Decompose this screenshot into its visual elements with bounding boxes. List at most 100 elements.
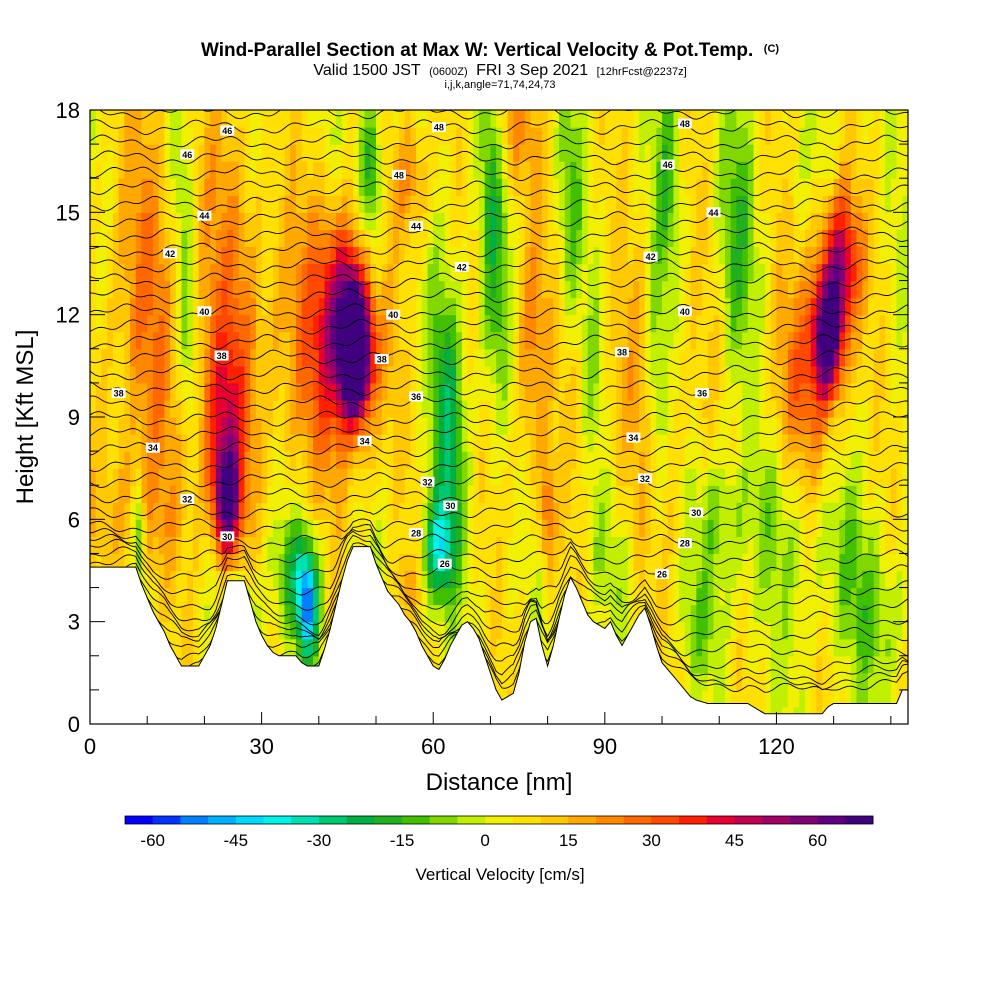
field-cell [438, 468, 446, 486]
field-cell [147, 570, 160, 589]
colorbar-swatch [235, 816, 264, 824]
field-cell [244, 212, 263, 230]
field-cell [787, 621, 795, 640]
field-cell [501, 314, 509, 333]
field-cell [862, 263, 869, 282]
field-cell [484, 229, 492, 248]
field-cell [301, 451, 308, 469]
isentrope-label: 30 [689, 507, 704, 518]
field-cell [656, 212, 663, 230]
field-cell [444, 212, 451, 230]
field-cell [187, 451, 200, 469]
field-cell [799, 689, 806, 708]
field-cell [541, 263, 560, 282]
field-cell [376, 331, 383, 350]
field-cell [313, 502, 337, 520]
field-cell [536, 297, 554, 316]
field-cell [690, 604, 697, 623]
field-cell [519, 399, 537, 418]
field-cell [255, 382, 280, 401]
field-cell [250, 348, 257, 367]
field-cell [421, 280, 429, 299]
field-cell [541, 195, 549, 213]
field-cell [192, 263, 200, 282]
field-cell [639, 502, 646, 520]
field-cell [484, 468, 492, 486]
field-cell [770, 382, 783, 401]
field-cell [170, 348, 177, 367]
field-cell [610, 519, 629, 537]
field-cell [473, 468, 480, 486]
field-cell [467, 519, 474, 537]
field-cell [736, 468, 743, 486]
field-cell [450, 451, 457, 469]
field-cell [353, 144, 360, 162]
field-cell [318, 314, 326, 333]
field-cell [799, 110, 806, 128]
field-cell [135, 485, 143, 503]
field-cell [152, 382, 165, 401]
field-cell [221, 417, 228, 435]
field-cell [856, 110, 863, 128]
field-cell [444, 229, 451, 248]
field-cell [461, 127, 469, 145]
field-cell [204, 451, 211, 469]
field-cell [530, 212, 543, 230]
field-cell [782, 485, 800, 503]
field-cell [175, 553, 183, 572]
svg-text:48: 48 [680, 119, 690, 129]
field-cell [221, 144, 246, 162]
field-cell [433, 382, 440, 401]
field-cell [719, 331, 726, 350]
field-cell [290, 570, 297, 589]
field-cell [862, 297, 869, 316]
field-cell [421, 297, 429, 316]
field-cell [255, 553, 263, 572]
colorbar-swatch [457, 816, 486, 824]
field-cell [644, 229, 652, 248]
field-cell [313, 587, 320, 606]
field-cell [141, 468, 148, 486]
field-cell [679, 570, 697, 589]
field-cell [862, 451, 869, 469]
field-cell [690, 263, 703, 282]
field-cell [822, 365, 829, 384]
field-cell [450, 229, 463, 248]
field-cell [393, 331, 400, 350]
field-cell [478, 144, 492, 162]
field-cell [633, 280, 640, 299]
field-cell [679, 553, 703, 572]
field-cell [581, 178, 589, 196]
field-cell [810, 314, 818, 333]
field-cell [810, 417, 823, 435]
field-cell [187, 399, 194, 418]
field-cell [593, 519, 600, 537]
field-cell [215, 246, 223, 265]
field-cell [233, 314, 251, 333]
field-cell [507, 246, 514, 265]
field-cell [192, 382, 200, 401]
field-cell [364, 417, 371, 435]
field-cell [799, 314, 806, 333]
field-cell [536, 451, 549, 469]
field-cell [776, 331, 789, 350]
field-cell [805, 451, 823, 469]
svg-text:48: 48 [434, 123, 444, 133]
field-cell [341, 382, 366, 401]
field-cell [198, 229, 206, 248]
field-cell [444, 434, 451, 452]
field-cell [324, 553, 331, 572]
field-cell [192, 144, 200, 162]
field-cell [873, 229, 880, 248]
field-cell [856, 280, 863, 299]
field-cell [233, 553, 240, 572]
field-cell [736, 502, 743, 520]
field-cell [227, 553, 234, 572]
field-cell [381, 280, 394, 299]
field-cell [210, 382, 217, 401]
field-cell [478, 229, 486, 248]
field-cell [112, 212, 120, 230]
field-cell [724, 280, 732, 299]
field-cell [387, 553, 400, 572]
field-cell [713, 519, 720, 537]
